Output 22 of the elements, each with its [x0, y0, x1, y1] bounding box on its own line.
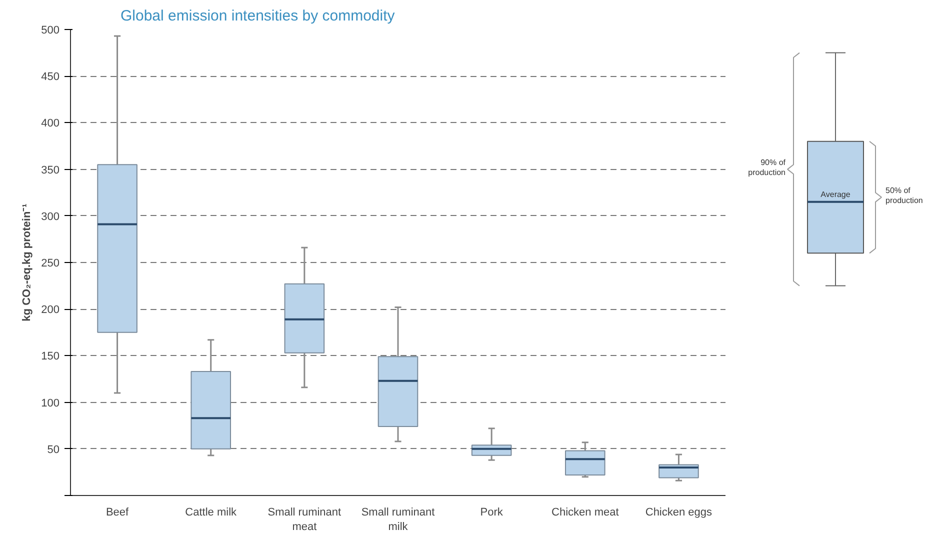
y-tick-label: 450	[41, 71, 60, 84]
y-tick-label: 200	[41, 304, 60, 316]
x-tick-label: Chicken eggs	[645, 506, 713, 518]
text: Average	[820, 190, 851, 200]
x-tick-label: Pork	[480, 506, 504, 518]
y-tick-label: 500	[41, 24, 60, 36]
text: 90% of production	[748, 158, 786, 177]
y-tick-label: 350	[41, 164, 60, 176]
x-tick-label: Small ruminant meat	[268, 506, 342, 533]
y-tick-label: 100	[41, 397, 60, 410]
x-tick-label: Chicken meat	[552, 506, 619, 518]
chart-title: Global emission intensities by commodity	[120, 8, 396, 24]
x-tick-label: Beef	[106, 506, 130, 518]
x-tick-label: Cattle milk	[185, 506, 238, 518]
x-tick-label: Small ruminant milk	[361, 506, 435, 533]
text: 50% of production	[886, 186, 923, 205]
y-tick-label: 300	[41, 210, 60, 223]
y-tick-label: 50	[47, 444, 60, 456]
y-axis-title: kg CO₂-eq.kg protein⁻¹	[21, 203, 34, 322]
y-tick-label: 400	[41, 118, 60, 130]
y-tick-label: 150	[41, 350, 60, 363]
y-tick-label: 250	[41, 258, 60, 270]
